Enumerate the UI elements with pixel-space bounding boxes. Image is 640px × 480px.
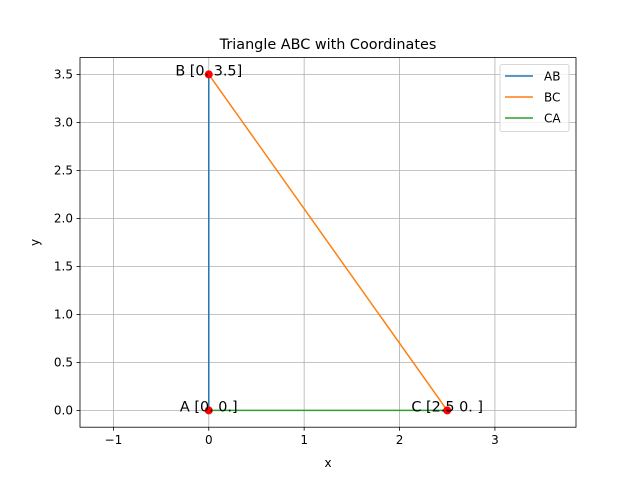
legend-items: AB BC CA bbox=[505, 69, 561, 125]
legend-label-bc: BC bbox=[544, 90, 560, 104]
legend-label-ca: CA bbox=[544, 111, 561, 125]
vertex-point-c bbox=[443, 406, 452, 415]
x-tick-label: 2 bbox=[396, 433, 404, 447]
y-tick-label: 3.0 bbox=[54, 116, 73, 130]
legend-label-ab: AB bbox=[544, 69, 560, 83]
y-tick-label: 0.0 bbox=[54, 404, 73, 418]
chart-title: Triangle ABC with Coordinates bbox=[219, 37, 437, 53]
series-line-bc bbox=[207, 73, 449, 412]
x-tick-label: 0 bbox=[205, 433, 213, 447]
vertex-label-c: C [2.5 0. ] bbox=[411, 399, 483, 415]
vertex-label-b: B [0. 3.5] bbox=[175, 63, 242, 79]
vertex-labels: A [0. 0.] B [0. 3.5] C [2.5 0. ] bbox=[175, 63, 483, 415]
x-tick-label: 3 bbox=[491, 433, 499, 447]
y-tick-label: 1.0 bbox=[54, 308, 73, 322]
legend-box bbox=[499, 64, 570, 132]
y-tick-label: 3.5 bbox=[54, 68, 73, 82]
legend: AB BC CA bbox=[499, 64, 570, 132]
vertex-point-b bbox=[204, 70, 213, 79]
series-lines bbox=[207, 73, 449, 412]
x-axis-label: x bbox=[324, 456, 331, 470]
y-tick-label: 0.5 bbox=[54, 356, 73, 370]
x-tick-label: 1 bbox=[300, 433, 308, 447]
x-tick-label: −1 bbox=[105, 433, 123, 447]
ticks: −1 0 1 2 3 0.0 0.5 1.0 1.5 2.0 2.5 3.0 3.5 bbox=[54, 68, 499, 448]
y-tick-label: 1.5 bbox=[54, 260, 73, 274]
y-axis-label: y bbox=[28, 239, 42, 246]
y-tick-label: 2.0 bbox=[54, 212, 73, 226]
vertex-label-a: A [0. 0.] bbox=[180, 399, 238, 415]
vertex-points bbox=[204, 70, 452, 415]
vertex-point-a bbox=[204, 406, 213, 415]
y-tick-label: 2.5 bbox=[54, 164, 73, 178]
plot-frame bbox=[79, 57, 577, 428]
